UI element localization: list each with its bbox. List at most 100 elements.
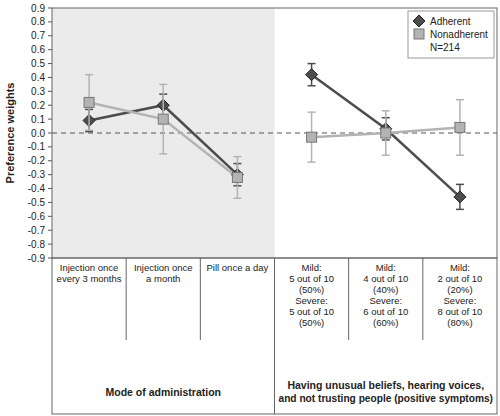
y-tick-label: 0.2: [31, 100, 45, 111]
y-tick-label: -0.9: [28, 253, 46, 264]
category-label-line: Pill once a day: [207, 262, 269, 273]
y-tick: [48, 160, 52, 161]
y-tick: [48, 202, 52, 203]
error-cap: [233, 198, 241, 200]
category-label-line: (50%): [299, 317, 324, 328]
annotation: N=214: [430, 42, 460, 53]
y-tick: [48, 174, 52, 175]
y-tick: [48, 63, 52, 64]
error-cap: [308, 63, 316, 65]
category-table: [52, 258, 497, 414]
y-tick-label: 0.1: [31, 114, 45, 125]
y-tick: [48, 133, 52, 134]
series-marker: [455, 122, 465, 132]
y-tick: [48, 21, 52, 22]
y-tick: [48, 216, 52, 217]
category-label: Mild:2 out of 10(20%)Severe:8 out of 10(…: [437, 262, 482, 328]
y-tick: [48, 8, 52, 9]
category-label-line: Mild:: [450, 262, 470, 273]
y-tick-label: -0.3: [28, 169, 46, 180]
error-bar: [456, 100, 464, 156]
y-tick-label: 0.5: [31, 58, 45, 69]
group-label-line: Having unusual beliefs, hearing voices,: [287, 379, 484, 391]
y-tick-label: -0.7: [28, 225, 46, 236]
y-tick-label: 0.8: [31, 16, 45, 27]
error-cap: [382, 154, 390, 156]
category-label: Injection oncea month: [134, 262, 193, 284]
group-label: Mode of administration: [106, 386, 222, 398]
category-label-line: Mild:: [376, 262, 396, 273]
category-label-line: 4 out of 10: [363, 273, 408, 284]
y-tick-label: -0.6: [28, 211, 46, 222]
category-label-line: Injection once: [134, 262, 193, 273]
legend-marker: [413, 15, 425, 27]
legend-marker: [414, 29, 424, 39]
y-tick-label: 0.9: [31, 3, 45, 14]
error-cap: [159, 153, 167, 155]
category-label: Mild:5 out of 10(50%)Severe:5 out of 10(…: [289, 262, 334, 328]
error-cap: [159, 84, 167, 86]
error-cap: [233, 156, 241, 158]
y-tick: [48, 49, 52, 50]
y-tick-label: 0.7: [31, 30, 45, 41]
group-label-line: Mode of administration: [106, 386, 222, 398]
error-cap: [456, 184, 464, 186]
series-marker: [381, 128, 391, 138]
y-axis-label: Preference weights: [4, 83, 16, 184]
plot-frame: [52, 8, 497, 258]
category-label-line: 6 out of 10: [363, 306, 408, 317]
series-marker: [158, 114, 168, 124]
error-cap: [85, 74, 93, 76]
category-label-line: Severe:: [295, 295, 328, 306]
category-label-line: a month: [146, 273, 180, 284]
category-label-line: 5 out of 10: [289, 273, 334, 284]
series-marker: [454, 191, 466, 203]
series-marker: [307, 132, 317, 142]
category-divider: [274, 258, 275, 414]
category-divider: [126, 258, 127, 340]
y-tick: [48, 91, 52, 92]
y-tick: [48, 258, 52, 259]
category-label-line: 2 out of 10: [437, 273, 482, 284]
category-divider: [348, 258, 349, 340]
category-divider: [200, 258, 201, 340]
series-line: [312, 127, 460, 137]
error-cap: [308, 85, 316, 87]
data-group: [83, 64, 466, 210]
legend: Adherent Nonadherent N=214: [408, 11, 494, 58]
error-bar: [382, 111, 390, 155]
error-cap: [456, 99, 464, 101]
y-tick-label: -0.4: [28, 183, 46, 194]
category-label-line: Mild:: [302, 262, 322, 273]
error-cap: [456, 209, 464, 211]
y-tick: [48, 188, 52, 189]
y-tick: [48, 105, 52, 106]
category-label-line: (50%): [299, 284, 324, 295]
y-tick-label: -0.2: [28, 155, 46, 166]
error-bar: [233, 157, 241, 199]
series-marker: [84, 97, 94, 107]
y-tick-label: 0.0: [31, 128, 45, 139]
series-marker: [306, 69, 318, 81]
category-label-line: 8 out of 10: [437, 306, 482, 317]
category-label: Pill once a day: [207, 262, 269, 273]
category-label-line: Injection once: [60, 262, 119, 273]
error-bar: [308, 112, 316, 162]
y-tick-label: 0.4: [31, 72, 45, 83]
y-tick-label: -0.5: [28, 197, 46, 208]
error-cap: [85, 129, 93, 131]
y-tick-label: 0.6: [31, 44, 45, 55]
category-label-line: (40%): [373, 284, 398, 295]
y-tick-label: -0.1: [28, 141, 46, 152]
group-label: Having unusual beliefs, hearing voices,a…: [279, 379, 494, 404]
legend-box: [408, 11, 494, 58]
y-tick: [48, 230, 52, 231]
category-label-line: Severe:: [369, 295, 402, 306]
y-tick-label: 0.3: [31, 86, 45, 97]
legend-label: Nonadherent: [430, 29, 488, 40]
error-cap: [382, 110, 390, 112]
legend-label: Adherent: [430, 16, 471, 27]
error-cap: [456, 154, 464, 156]
y-tick: [48, 77, 52, 78]
category-label-line: 5 out of 10: [289, 306, 334, 317]
